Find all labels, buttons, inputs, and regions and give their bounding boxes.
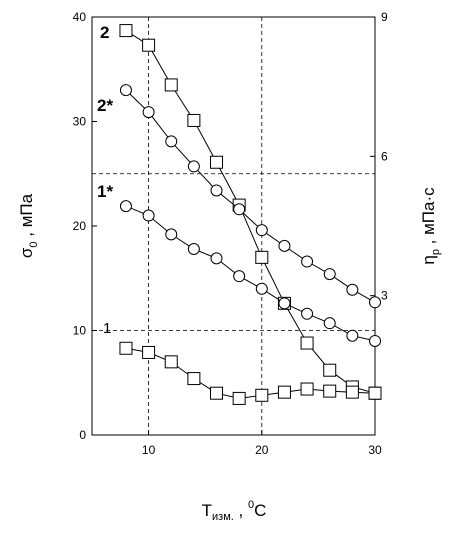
data-point-1 xyxy=(345,385,359,399)
y-right-symbol: η xyxy=(419,255,438,264)
data-point-1 xyxy=(255,388,269,402)
data-point-2star xyxy=(255,224,268,237)
y-axis-left-title: σ0 , мПа xyxy=(17,193,40,258)
label-curve-1star: 1* xyxy=(97,182,113,201)
data-point-2 xyxy=(300,336,314,350)
data-point-1 xyxy=(232,391,246,405)
y-left-unit: , мПа xyxy=(17,193,36,241)
series-line-2 xyxy=(125,30,376,394)
x-axis-title: Tизм. , 0C xyxy=(202,499,267,523)
series-1 xyxy=(119,341,382,405)
series-2star xyxy=(119,84,381,309)
y-right-tick-label: 3 xyxy=(381,289,388,303)
data-point-1star xyxy=(119,200,132,213)
data-point-1star xyxy=(323,317,336,330)
label-curve-1: 1 xyxy=(103,320,111,337)
axis-ticks: 10 20 30 0 10 20 30 40 3 6 9 xyxy=(73,10,388,457)
x-separator: , xyxy=(234,501,248,520)
data-point-2star xyxy=(187,160,200,173)
label-curve-2: 2 xyxy=(100,23,109,42)
data-point-1star xyxy=(278,297,291,310)
data-point-1star xyxy=(301,307,314,320)
data-point-2 xyxy=(164,78,178,92)
x-unit-superscript: 0 xyxy=(248,499,254,511)
data-point-1 xyxy=(368,386,382,400)
x-subscript: изм. xyxy=(212,511,234,523)
data-point-2star xyxy=(119,84,132,97)
x-tick-label: 30 xyxy=(368,443,382,457)
y-right-unit: , мПа·с xyxy=(419,187,438,249)
x-symbol: T xyxy=(202,501,212,520)
series-line-1star xyxy=(125,205,376,342)
data-point-1star xyxy=(210,252,223,265)
data-point-1star xyxy=(233,270,246,283)
data-point-1star xyxy=(165,228,178,241)
data-point-1 xyxy=(300,382,314,396)
y-left-subscript: 0 xyxy=(28,241,40,247)
data-point-1 xyxy=(323,384,337,398)
data-point-2 xyxy=(187,113,201,127)
y-right-subscript: р xyxy=(430,249,442,255)
data-point-2 xyxy=(255,250,269,264)
data-point-2star xyxy=(369,296,381,309)
data-point-2star xyxy=(142,106,155,119)
series-line-2star xyxy=(125,89,376,303)
x-tick-label: 20 xyxy=(255,443,269,457)
x-unit: C xyxy=(254,501,266,520)
data-point-1star xyxy=(346,329,359,342)
data-point-2star xyxy=(165,135,178,148)
data-point-2star xyxy=(301,255,314,268)
data-point-1 xyxy=(164,355,178,369)
y-axis-right-title: ηр , мПа·с xyxy=(419,187,442,265)
series-layer xyxy=(119,24,382,405)
y-right-tick-label: 9 xyxy=(381,10,388,24)
svg-text:σ0 , мПа: σ0 , мПа xyxy=(17,193,40,258)
data-point-2star xyxy=(346,283,359,296)
data-point-1 xyxy=(277,385,291,399)
y-left-symbol: σ xyxy=(17,247,36,258)
y-left-tick-label: 10 xyxy=(73,324,87,338)
y-right-tick-label: 6 xyxy=(381,149,388,163)
y-left-tick-label: 40 xyxy=(73,10,87,24)
y-left-tick-label: 0 xyxy=(79,428,86,442)
data-point-2star xyxy=(323,268,336,281)
data-point-2 xyxy=(323,363,337,377)
label-curve-2star: 2* xyxy=(97,96,113,115)
series-line-1 xyxy=(125,347,376,399)
data-point-2star xyxy=(278,239,291,252)
data-point-1 xyxy=(119,341,133,355)
svg-text:ηр , мПа·с: ηр , мПа·с xyxy=(419,187,442,265)
data-point-1star xyxy=(255,282,268,295)
data-point-1 xyxy=(142,345,156,359)
series-1star xyxy=(119,200,381,347)
data-point-2 xyxy=(210,155,224,169)
series-2 xyxy=(119,24,382,400)
data-point-2 xyxy=(142,38,156,52)
data-point-1star xyxy=(369,334,381,347)
data-point-1star xyxy=(142,209,155,222)
data-point-1star xyxy=(187,242,200,255)
data-point-1 xyxy=(187,372,201,386)
grid-lines xyxy=(92,17,375,435)
data-point-2star xyxy=(210,184,223,197)
y-left-tick-label: 20 xyxy=(73,219,87,233)
y-left-tick-label: 30 xyxy=(73,115,87,129)
data-point-2star xyxy=(233,203,246,216)
data-point-2 xyxy=(119,24,133,38)
x-tick-label: 10 xyxy=(142,443,156,457)
data-point-1 xyxy=(210,386,224,400)
